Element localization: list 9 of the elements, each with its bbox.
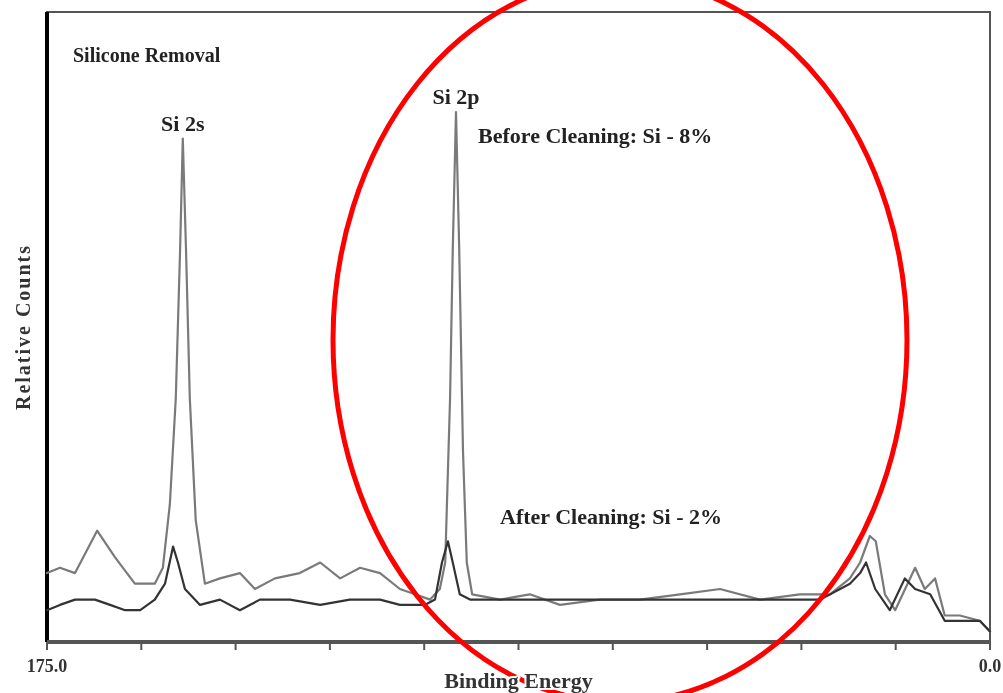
chart-title: Silicone Removal	[73, 44, 221, 66]
x-axis-title: Binding Energy	[444, 668, 593, 693]
x-tick-label: 0.0	[978, 656, 1002, 676]
annotation: Si 2p	[432, 84, 480, 109]
y-axis-title: Relative Counts	[12, 243, 34, 411]
x-tick-label: 175.0	[26, 656, 68, 676]
annotation: After Cleaning: Si - 2%	[500, 504, 723, 529]
annotation: Before Cleaning: Si - 8%	[478, 123, 713, 148]
annotation: Si 2s	[161, 110, 205, 136]
